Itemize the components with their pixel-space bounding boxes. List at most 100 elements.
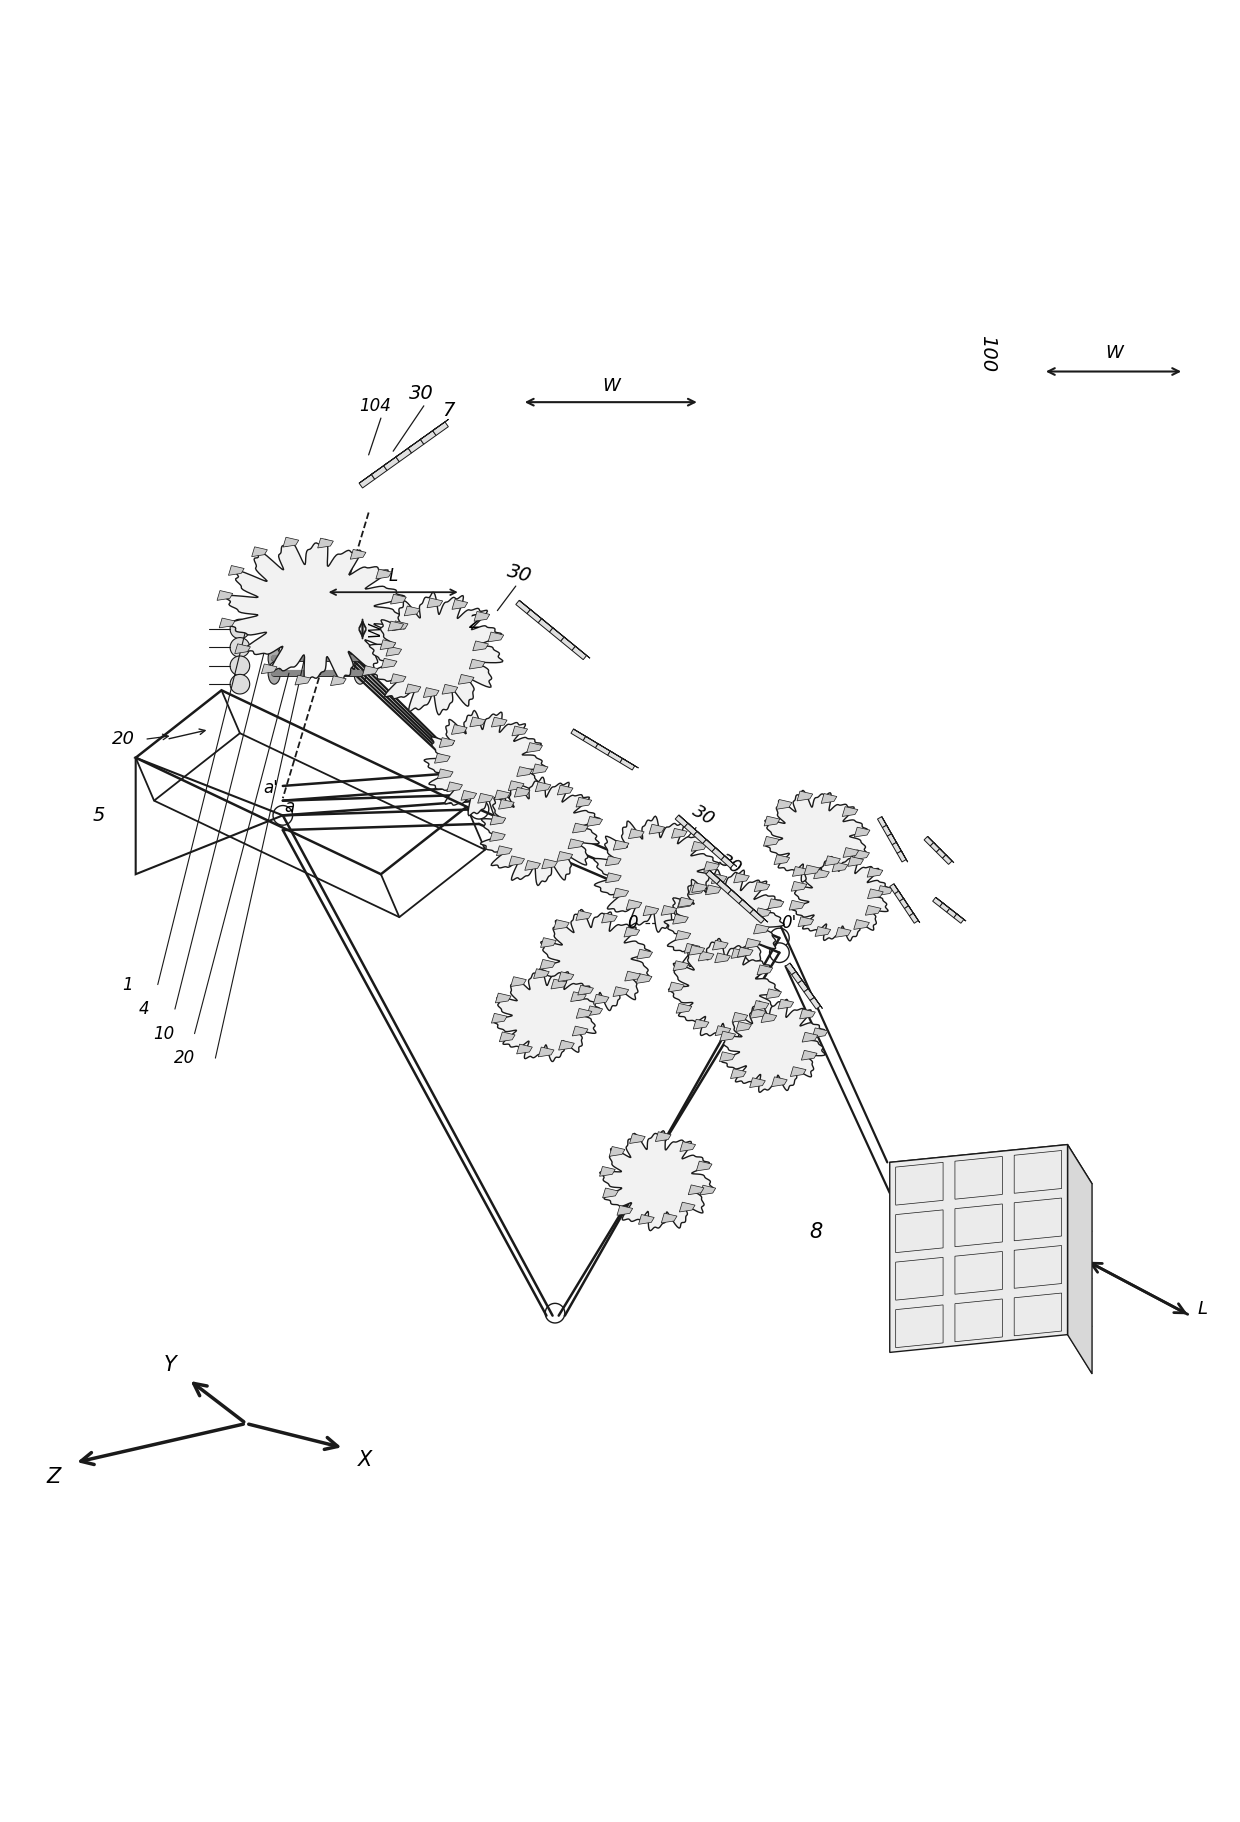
- Ellipse shape: [268, 661, 280, 685]
- Polygon shape: [557, 851, 573, 862]
- Polygon shape: [720, 880, 735, 893]
- Polygon shape: [804, 989, 815, 1000]
- Polygon shape: [909, 913, 919, 924]
- Polygon shape: [520, 599, 533, 612]
- Text: W: W: [367, 621, 382, 636]
- Polygon shape: [924, 836, 934, 845]
- Polygon shape: [713, 940, 728, 949]
- Polygon shape: [350, 550, 366, 559]
- Polygon shape: [408, 439, 424, 454]
- Polygon shape: [564, 638, 579, 649]
- Polygon shape: [491, 718, 507, 727]
- Polygon shape: [605, 856, 621, 865]
- Polygon shape: [802, 1033, 818, 1042]
- Polygon shape: [672, 829, 687, 838]
- Polygon shape: [570, 991, 587, 1002]
- Polygon shape: [618, 1206, 632, 1215]
- Polygon shape: [754, 909, 768, 922]
- Polygon shape: [665, 869, 784, 977]
- Polygon shape: [909, 906, 915, 915]
- Polygon shape: [758, 966, 773, 975]
- Polygon shape: [593, 995, 609, 1004]
- Polygon shape: [383, 454, 399, 466]
- Polygon shape: [608, 751, 622, 763]
- Polygon shape: [541, 909, 650, 1011]
- Ellipse shape: [268, 632, 280, 654]
- Polygon shape: [515, 787, 529, 796]
- Ellipse shape: [353, 647, 366, 669]
- Polygon shape: [715, 847, 728, 858]
- Polygon shape: [934, 842, 941, 851]
- Polygon shape: [629, 829, 644, 838]
- Polygon shape: [536, 782, 551, 793]
- Text: 30: 30: [715, 851, 745, 878]
- Text: a': a': [263, 780, 278, 798]
- Polygon shape: [901, 851, 908, 862]
- Polygon shape: [878, 816, 887, 827]
- Polygon shape: [684, 824, 697, 836]
- Polygon shape: [890, 1144, 1092, 1201]
- Polygon shape: [420, 428, 436, 439]
- Polygon shape: [868, 889, 883, 898]
- Polygon shape: [815, 927, 831, 937]
- Polygon shape: [719, 1051, 735, 1062]
- Polygon shape: [583, 736, 598, 747]
- Polygon shape: [791, 856, 890, 940]
- Polygon shape: [439, 738, 455, 747]
- Polygon shape: [942, 855, 952, 864]
- Polygon shape: [750, 1079, 765, 1088]
- Ellipse shape: [268, 647, 280, 669]
- Text: 10: 10: [154, 1024, 175, 1042]
- Polygon shape: [568, 838, 584, 849]
- Polygon shape: [549, 629, 564, 641]
- Polygon shape: [930, 842, 940, 853]
- Polygon shape: [797, 791, 812, 802]
- Polygon shape: [661, 1213, 677, 1223]
- Polygon shape: [381, 640, 396, 650]
- Polygon shape: [936, 896, 945, 904]
- Polygon shape: [234, 643, 250, 654]
- Polygon shape: [676, 1004, 692, 1013]
- Text: 8: 8: [810, 1223, 823, 1243]
- Polygon shape: [766, 989, 781, 998]
- Polygon shape: [538, 1048, 554, 1057]
- Polygon shape: [808, 989, 816, 1000]
- Polygon shape: [914, 913, 920, 922]
- Text: W: W: [1105, 344, 1123, 363]
- Text: L: L: [1198, 1301, 1208, 1319]
- Polygon shape: [887, 825, 893, 836]
- Polygon shape: [438, 769, 453, 778]
- Polygon shape: [728, 889, 743, 904]
- Polygon shape: [601, 913, 618, 924]
- Polygon shape: [446, 782, 463, 793]
- Polygon shape: [797, 980, 808, 991]
- Polygon shape: [219, 618, 234, 629]
- Polygon shape: [899, 891, 905, 900]
- Polygon shape: [558, 971, 574, 982]
- Polygon shape: [893, 842, 901, 853]
- Text: 0: 0: [627, 915, 637, 933]
- Polygon shape: [697, 1161, 712, 1172]
- Polygon shape: [459, 674, 474, 685]
- Polygon shape: [761, 1013, 776, 1022]
- Polygon shape: [636, 973, 652, 984]
- Text: 7: 7: [443, 401, 455, 421]
- Polygon shape: [427, 598, 443, 609]
- Polygon shape: [698, 951, 714, 960]
- Polygon shape: [675, 814, 688, 827]
- Polygon shape: [573, 1026, 588, 1037]
- Polygon shape: [764, 836, 779, 845]
- Text: 20: 20: [112, 731, 135, 749]
- Polygon shape: [498, 800, 515, 809]
- Polygon shape: [745, 938, 760, 947]
- Polygon shape: [495, 791, 510, 800]
- Polygon shape: [722, 856, 734, 867]
- Polygon shape: [575, 911, 591, 920]
- Text: L: L: [388, 567, 398, 585]
- Polygon shape: [573, 729, 589, 738]
- Polygon shape: [668, 982, 684, 991]
- Polygon shape: [331, 676, 346, 685]
- Text: Z: Z: [46, 1467, 61, 1487]
- Polygon shape: [461, 791, 476, 800]
- Polygon shape: [408, 437, 424, 448]
